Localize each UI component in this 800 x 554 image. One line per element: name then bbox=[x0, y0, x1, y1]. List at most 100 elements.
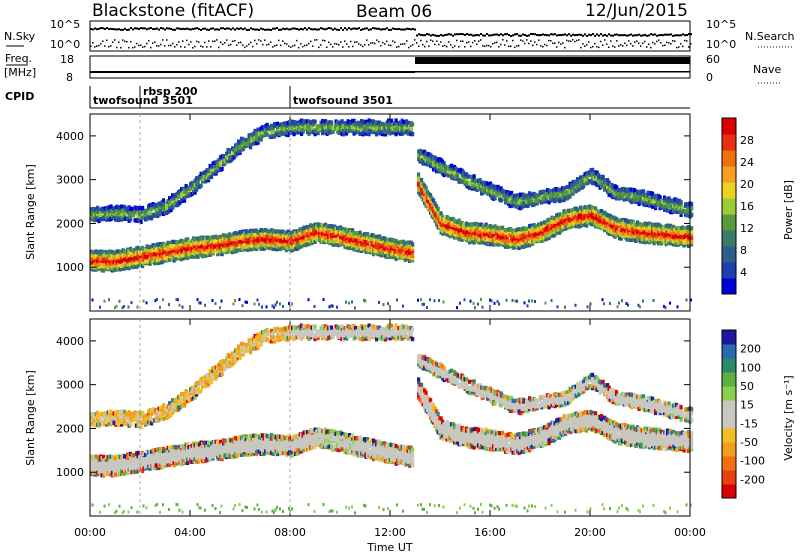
nsky-point bbox=[504, 33, 506, 36]
power-cell bbox=[618, 301, 620, 305]
nsky-point bbox=[322, 27, 324, 30]
nsky-point bbox=[658, 34, 660, 37]
power-cell bbox=[330, 238, 334, 244]
nsearch-point bbox=[134, 46, 136, 48]
nsky-point bbox=[650, 33, 652, 36]
nsearch-point bbox=[326, 46, 328, 49]
power-cell bbox=[375, 124, 379, 129]
power-cell bbox=[669, 207, 673, 212]
power-cell bbox=[519, 198, 523, 203]
power-cell bbox=[453, 170, 457, 175]
nsky-point bbox=[128, 28, 130, 31]
nsearch-point bbox=[602, 44, 604, 47]
nsearch-point bbox=[620, 44, 622, 46]
power-cell bbox=[174, 251, 178, 256]
nsearch-point bbox=[368, 44, 370, 46]
power-cell bbox=[177, 298, 179, 302]
power-cell bbox=[667, 198, 671, 203]
power-cell bbox=[241, 137, 245, 142]
power-cell bbox=[477, 302, 479, 306]
power-cell bbox=[432, 198, 436, 203]
nsky-point bbox=[156, 27, 158, 30]
power-cell bbox=[621, 217, 625, 223]
nsearch-point bbox=[540, 45, 542, 47]
nsearch-point bbox=[350, 40, 352, 43]
power-cell bbox=[330, 236, 334, 241]
nsearch-point bbox=[512, 39, 514, 42]
nsky-point bbox=[110, 27, 112, 30]
power-cell bbox=[609, 214, 613, 219]
nsearch-point bbox=[146, 42, 148, 45]
nsearch-point bbox=[96, 45, 98, 47]
power-cell bbox=[538, 231, 542, 236]
power-cell bbox=[154, 299, 157, 303]
power-cell bbox=[153, 255, 157, 260]
nsearch-point bbox=[144, 45, 146, 48]
power-cell bbox=[226, 244, 230, 249]
power-cell bbox=[660, 241, 664, 246]
nsky-point bbox=[446, 33, 448, 36]
nsearch-point bbox=[380, 44, 382, 47]
power-cell bbox=[184, 184, 188, 189]
nsearch-point bbox=[230, 43, 232, 46]
nsearch-point bbox=[328, 41, 330, 44]
nsky-point bbox=[476, 33, 478, 36]
power-cell bbox=[126, 254, 130, 260]
nsearch-point bbox=[254, 39, 256, 42]
power-cell bbox=[292, 132, 296, 137]
power-cell bbox=[331, 304, 334, 308]
power-cell bbox=[168, 251, 172, 256]
nsearch-point bbox=[228, 44, 230, 46]
nsky-point bbox=[444, 34, 446, 37]
nsky-point bbox=[180, 28, 182, 31]
power-cell bbox=[505, 298, 508, 302]
nsky-point bbox=[560, 34, 562, 37]
power-cell bbox=[222, 233, 226, 238]
nsky-point bbox=[342, 28, 344, 31]
power-cell bbox=[417, 298, 419, 302]
power-cell bbox=[442, 172, 446, 178]
nsearch-point bbox=[536, 43, 538, 46]
power-cell bbox=[568, 194, 572, 199]
nsearch-point bbox=[90, 45, 92, 47]
power-cell bbox=[501, 225, 505, 230]
nsky-point bbox=[440, 33, 442, 36]
nsky-point bbox=[566, 34, 568, 37]
nsky-point bbox=[142, 27, 144, 30]
nsearch-point bbox=[434, 43, 436, 46]
power-cell bbox=[310, 240, 314, 246]
nsky-point bbox=[122, 28, 124, 31]
power-cell bbox=[354, 126, 358, 131]
nsky-point bbox=[536, 33, 538, 36]
nsky-point bbox=[288, 28, 290, 31]
power-cell bbox=[591, 167, 595, 173]
nsearch-point bbox=[650, 46, 652, 49]
nsearch-point bbox=[224, 42, 226, 44]
nsearch-point bbox=[344, 40, 346, 43]
power-cell bbox=[351, 228, 355, 233]
nsky-point bbox=[520, 34, 522, 37]
power-cell bbox=[502, 189, 506, 194]
power-cell bbox=[438, 299, 440, 303]
nsky-point bbox=[464, 33, 466, 36]
power-cell bbox=[469, 299, 472, 303]
power-cell bbox=[447, 218, 451, 224]
nsky-point bbox=[622, 34, 624, 37]
nsky-point bbox=[124, 27, 126, 30]
power-cell bbox=[507, 230, 511, 235]
power-cell bbox=[625, 302, 628, 306]
nsearch-point bbox=[172, 42, 174, 45]
power-cell bbox=[589, 302, 592, 306]
nsearch-point bbox=[236, 44, 238, 46]
nsearch-point bbox=[102, 40, 104, 43]
nsearch-point bbox=[248, 43, 250, 46]
nsearch-point bbox=[444, 44, 446, 47]
power-cell bbox=[478, 178, 482, 183]
power-cell bbox=[474, 225, 478, 230]
nsearch-point bbox=[358, 43, 360, 45]
nsky-point bbox=[400, 28, 402, 31]
power-cell bbox=[664, 242, 668, 247]
nsky-point bbox=[418, 33, 420, 36]
nsky-point bbox=[354, 27, 356, 30]
power-cell bbox=[189, 186, 193, 191]
